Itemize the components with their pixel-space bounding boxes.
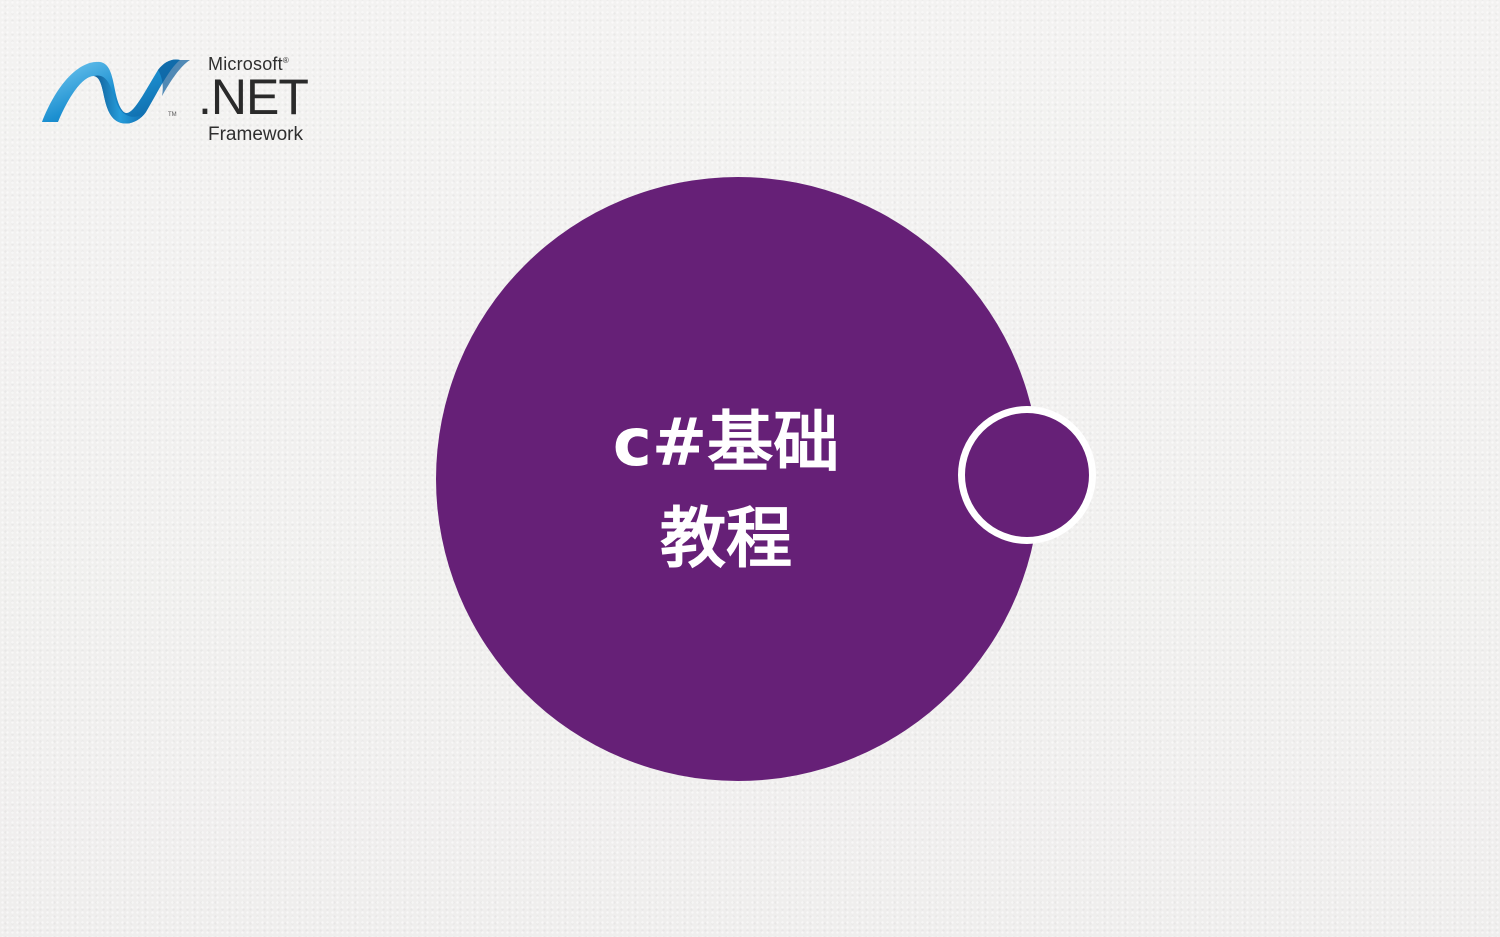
course-title: c#基础 教程 — [436, 395, 1016, 587]
title-line-1: c#基础 — [612, 404, 840, 481]
title-line-2: 教程 — [660, 500, 792, 577]
logo-subtitle: Framework — [208, 124, 304, 145]
logo-brand-text: Microsoft® — [208, 54, 289, 75]
main-circle — [436, 177, 1040, 781]
logo-trademark: TM — [168, 112, 177, 118]
logo-registered: ® — [282, 56, 289, 65]
accent-circle — [958, 406, 1096, 544]
logo-product: .NET — [198, 69, 309, 125]
logo-brand: Microsoft — [208, 54, 283, 74]
dotnet-wave-logo-icon — [42, 59, 190, 124]
dotnet-framework-logo: TM Microsoft® .NET Framework — [38, 50, 328, 150]
